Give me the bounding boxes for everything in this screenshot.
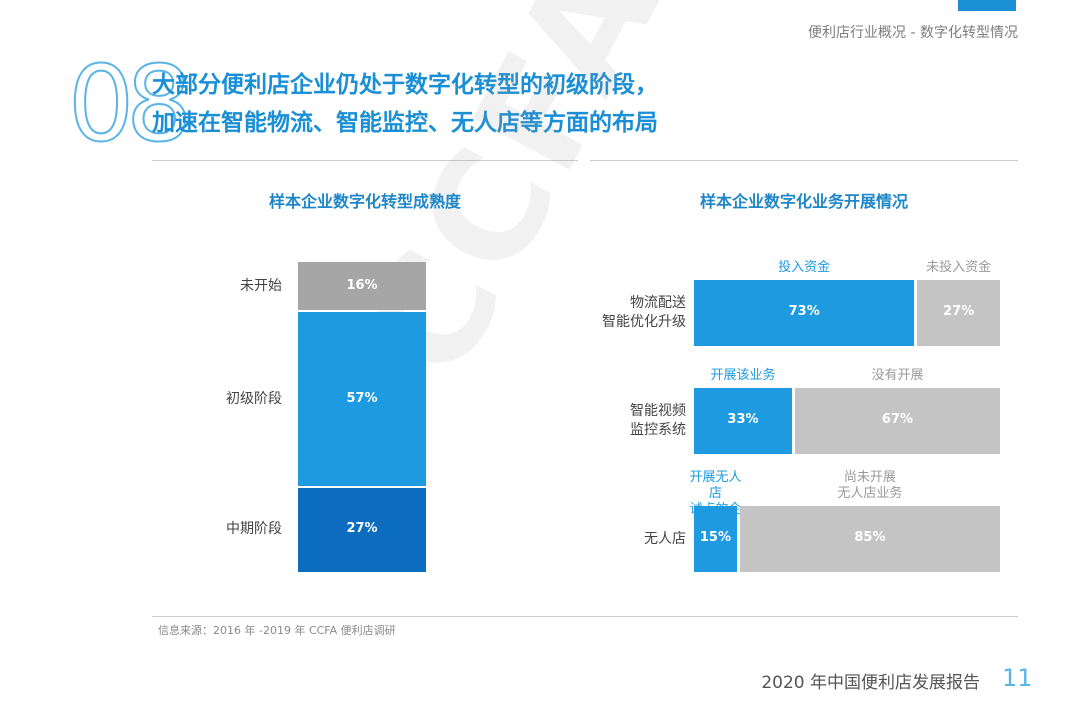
business-bar-segment: [694, 506, 737, 572]
business-segment-header: 开展无人店 试点的企业: [689, 470, 742, 533]
business-bar-segment: [917, 280, 1000, 346]
maturity-category-label: 未开始: [240, 277, 282, 294]
business-value-label: 27%: [943, 304, 975, 319]
business-chart: 73% 投入资金 27% 未投入资金物流配送 智能优化升级 33% 开展该业务 67% 没有开展…: [590, 250, 1010, 585]
footer-divider: [152, 616, 1018, 617]
business-segment-header: 投入资金: [778, 260, 831, 275]
business-segment-header: 未投入资金: [926, 260, 992, 275]
left-divider: [152, 160, 578, 161]
business-value-label: 33%: [727, 412, 759, 427]
breadcrumb: 便利店行业概况 - 数字化转型情况: [808, 25, 1018, 41]
top-accent-bar: [958, 0, 1016, 11]
business-bar-segment: [794, 388, 1000, 454]
left-chart-title: 样本企业数字化转型成熟度: [268, 192, 461, 211]
report-title: 2020 年中国便利店发展报告: [761, 673, 980, 693]
headline-line-1: 大部分便利店企业仍处于数字化转型的初级阶段，: [152, 72, 658, 98]
maturity-value-label: 16%: [346, 277, 378, 293]
business-segment-header: 开展该业务: [710, 368, 776, 383]
maturity-chart: 16% 未开始 57% 初级阶段 27% 中期阶段: [152, 262, 582, 574]
page-number: 11: [1002, 664, 1033, 692]
page-headline: 大部分便利店企业仍处于数字化转型的初级阶段， 加速在智能物流、智能监控、无人店等…: [152, 66, 658, 142]
business-category-label: 无人店: [644, 530, 686, 547]
business-category-label: 物流配送 智能优化升级: [602, 295, 686, 330]
business-segment-header: 没有开展: [871, 368, 924, 383]
business-value-label: 73%: [788, 304, 820, 319]
source-note: 信息来源：2016 年 -2019 年 CCFA 便利店调研: [158, 624, 396, 637]
business-bar-segment: [694, 388, 792, 454]
business-value-label: 15%: [699, 530, 731, 545]
business-bar-segment: [739, 506, 1000, 572]
maturity-bar-segment: [298, 488, 426, 572]
business-bar-segment: [694, 280, 915, 346]
business-value-label: 67%: [881, 412, 914, 427]
maturity-value-label: 27%: [346, 521, 378, 537]
maturity-value-label: 57%: [346, 390, 378, 406]
right-chart-title: 样本企业数字化业务开展情况: [699, 192, 908, 211]
business-value-label: 85%: [854, 530, 886, 545]
headline-line-2: 加速在智能物流、智能监控、无人店等方面的布局: [152, 110, 658, 136]
business-category-label: 智能视频 监控系统: [630, 403, 686, 438]
maturity-category-label: 中期阶段: [226, 521, 282, 538]
right-divider: [590, 160, 1018, 161]
section-number: 08: [67, 43, 193, 165]
maturity-category-label: 初级阶段: [226, 390, 282, 407]
maturity-bar-segment: [298, 311, 426, 487]
maturity-bar-segment: [298, 262, 426, 310]
business-segment-header: 尚未开展 无人店业务: [837, 470, 903, 501]
